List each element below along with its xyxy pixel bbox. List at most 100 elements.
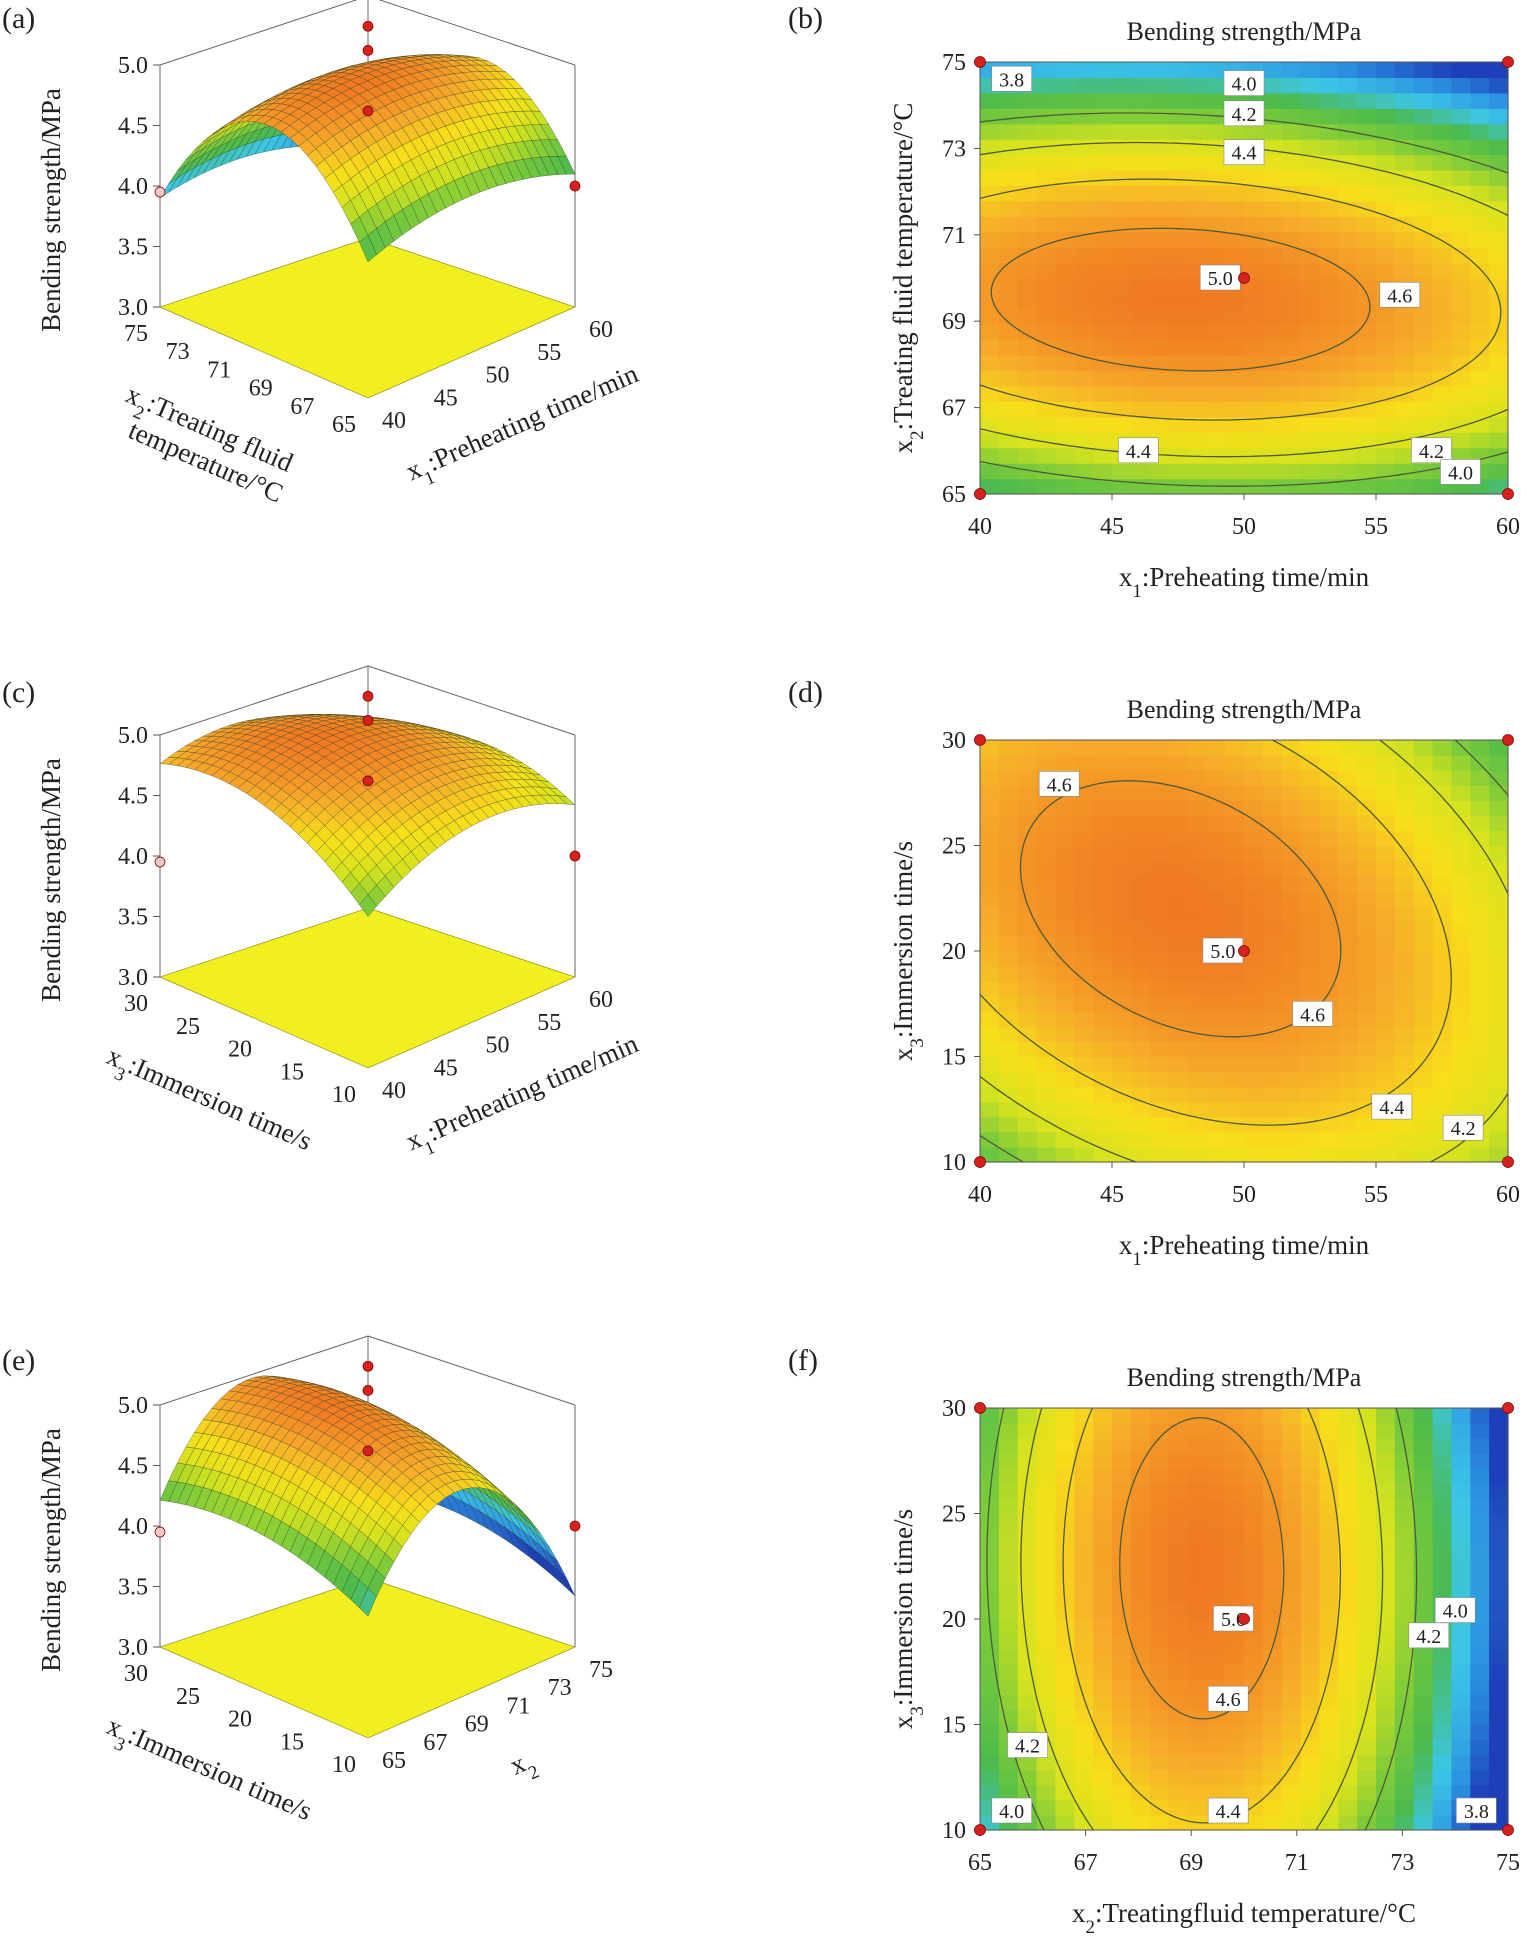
heat-cell <box>1319 1739 1339 1756</box>
heat-cell <box>1300 1056 1321 1073</box>
heat-cell <box>1281 815 1302 832</box>
heat-cell <box>1413 1483 1434 1500</box>
contour-label-box <box>991 65 1032 92</box>
heat-cell <box>1451 981 1471 997</box>
heat-cell <box>1489 860 1509 877</box>
heat-cell <box>1149 1468 1170 1484</box>
heat-cell <box>1357 1634 1377 1650</box>
heat-cell <box>1413 262 1434 279</box>
heat-cell <box>1168 1483 1189 1500</box>
heat-cell <box>1055 447 1075 464</box>
contour-label-text: 4.2 <box>1015 1736 1040 1758</box>
heat-cell <box>1357 447 1377 464</box>
heat-cell <box>1338 1679 1358 1695</box>
heat-cell <box>1187 463 1207 480</box>
contour-label-text: 4.2 <box>1451 1118 1476 1140</box>
heat-cell <box>1470 339 1490 356</box>
heat-cell <box>1262 1438 1283 1454</box>
heat-cell <box>980 1724 1000 1741</box>
heat-cell <box>1149 1739 1170 1756</box>
heat-cell <box>1376 1423 1396 1439</box>
heat-cell <box>1130 62 1151 79</box>
heat-cell <box>1225 324 1245 341</box>
heat-cell <box>1281 1056 1302 1073</box>
heat-cell <box>980 860 1000 877</box>
heat-cell <box>1130 1101 1151 1118</box>
heat-cell <box>1262 1101 1283 1118</box>
heat-cell <box>1036 1146 1057 1163</box>
heat-cell <box>1017 200 1038 217</box>
heat-cell <box>1206 62 1226 79</box>
heat-cell <box>1017 293 1038 310</box>
contour-label-box <box>1379 281 1421 308</box>
heat-cell <box>1130 1056 1151 1073</box>
heat-cell <box>998 231 1019 248</box>
heat-cell <box>998 1558 1019 1575</box>
heat-cell <box>1451 935 1471 952</box>
heat-cell <box>1244 339 1264 356</box>
heat-cell <box>1262 875 1283 892</box>
heat-cell <box>1338 432 1358 449</box>
contour-label-box <box>1207 1685 1249 1712</box>
heat-cell <box>1093 1101 1113 1118</box>
heat-cell <box>1093 1588 1113 1605</box>
heat-cell <box>1413 339 1434 356</box>
contour-label-text: 4.2 <box>1416 1626 1441 1648</box>
heat-cell <box>1413 370 1434 387</box>
heat-cell <box>1451 1739 1471 1756</box>
heat-cell <box>1244 1649 1264 1665</box>
heat-cell <box>1036 996 1057 1012</box>
heat-cell <box>1093 1423 1113 1439</box>
heat-cell <box>1489 262 1509 279</box>
heat-cell <box>1376 1588 1396 1605</box>
heat-cell <box>1489 935 1509 952</box>
heat-cell <box>1357 339 1377 356</box>
heat-cell <box>1470 1146 1490 1163</box>
x-axis-label: x1:Preheating time/min <box>1119 562 1370 602</box>
heat-cell <box>1489 1739 1509 1756</box>
heat-cell <box>1357 996 1377 1012</box>
heat-cell <box>1432 1071 1453 1088</box>
heat-cell <box>1187 1513 1207 1530</box>
heat-cell <box>1281 324 1302 341</box>
heat-cell <box>1319 1679 1339 1695</box>
heat-cell <box>998 1483 1019 1500</box>
heat-cell <box>1112 92 1132 109</box>
heat-cell <box>1451 1498 1471 1515</box>
heat-cell <box>1394 1071 1415 1088</box>
heat-cell <box>1055 308 1075 325</box>
heat-cell <box>1036 1619 1057 1635</box>
heat-cell <box>1168 293 1189 310</box>
heat-cell <box>1432 830 1453 847</box>
heat-cell <box>1470 1011 1490 1027</box>
heat-cell <box>1376 905 1396 922</box>
heat-cell <box>1357 1011 1377 1027</box>
heat-cell <box>1130 1498 1151 1515</box>
heat-cell <box>1281 293 1302 310</box>
x-tick-label: 55 <box>1364 514 1388 540</box>
heat-cell <box>1470 216 1490 233</box>
heat-cell <box>1489 815 1509 832</box>
heat-cell <box>1319 154 1339 171</box>
heat-cell <box>1432 875 1453 892</box>
heat-cell <box>1470 355 1490 372</box>
heat-cell <box>1451 355 1471 372</box>
y-tick-label: 69 <box>249 376 273 402</box>
heat-cell <box>1244 1131 1264 1148</box>
heat-cell <box>1281 308 1302 325</box>
heat-cell <box>1394 800 1415 816</box>
heat-cell <box>1036 478 1057 495</box>
heat-cell <box>1036 905 1057 922</box>
heat-cell <box>1281 339 1302 356</box>
heat-cell <box>1432 981 1453 997</box>
heat-cell <box>1055 1634 1075 1650</box>
heat-cell <box>1432 170 1453 187</box>
x-axis-label: x1:Preheating time/min <box>401 358 646 495</box>
heat-cell <box>1093 1056 1113 1073</box>
heat-cell <box>1262 416 1283 433</box>
heat-cell <box>1168 185 1189 202</box>
heat-cell <box>1074 1573 1094 1590</box>
z-tick-label: 5.0 <box>118 53 148 79</box>
heat-cell <box>980 1131 1000 1148</box>
heat-cell <box>1149 1649 1170 1665</box>
